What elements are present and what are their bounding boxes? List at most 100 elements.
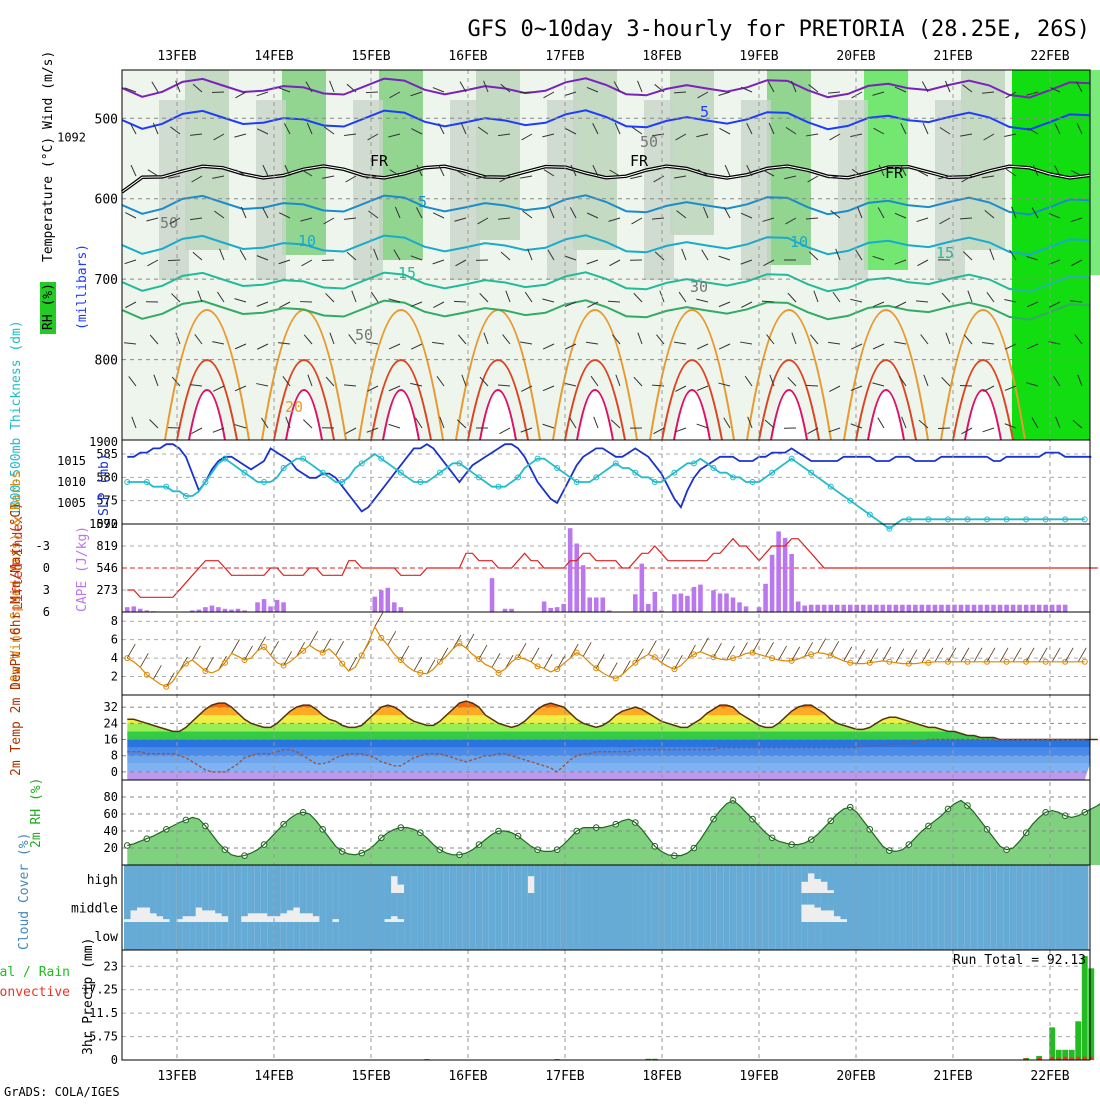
cloud-cell <box>235 865 242 893</box>
cloud-cell <box>945 893 952 922</box>
cloud-cell <box>495 865 502 893</box>
wind-barb <box>479 645 487 659</box>
li-tick: 3 <box>43 583 50 597</box>
temp-band <box>122 772 1090 780</box>
cloud-cell <box>300 865 307 893</box>
wind-barb <box>310 631 318 645</box>
cloud-cell <box>873 893 880 922</box>
cloud-cell <box>899 893 906 922</box>
cloud-cell <box>912 922 919 950</box>
precip-tick: 0 <box>111 1053 118 1067</box>
wind-barb <box>960 385 972 386</box>
cloud-cell <box>964 893 971 922</box>
cloud-cell <box>854 922 861 950</box>
temp-tick: 8 <box>111 749 118 763</box>
cloud-cell <box>990 922 997 950</box>
cloud-cell <box>775 922 782 950</box>
cloud-cell <box>287 922 294 950</box>
wind-barb <box>1013 648 1021 662</box>
rh-legend-label: RH (%) <box>41 283 56 330</box>
cape-bar <box>1037 605 1042 612</box>
cloud-cell <box>528 893 535 922</box>
cloud-cell <box>469 865 476 893</box>
cloud-cell <box>476 865 483 893</box>
cloud-cell <box>586 922 593 950</box>
rh-band <box>547 100 577 280</box>
cloud-cell <box>1075 865 1082 893</box>
cloud-cell <box>1055 865 1062 893</box>
cloud-cell <box>723 922 730 950</box>
cape-bar <box>841 605 846 612</box>
cloud-cell <box>476 893 483 922</box>
cape-bar <box>972 605 977 612</box>
cloud-cell <box>287 865 294 893</box>
cloud-cell <box>547 893 554 922</box>
cloud-cell <box>391 922 398 950</box>
cape-bar <box>900 605 905 612</box>
cloud-cell <box>834 865 841 893</box>
cloud-cell <box>762 893 769 922</box>
cape-bar <box>868 605 873 612</box>
cloud-cell <box>932 922 939 950</box>
cloud-cell <box>665 865 672 893</box>
temp-tick: 16 <box>104 733 118 747</box>
cloud-cell <box>599 865 606 893</box>
cloud-cell <box>235 893 242 922</box>
cloud-cell <box>645 865 652 893</box>
cloud-cell <box>788 893 795 922</box>
cloud-cell <box>762 865 769 893</box>
cloud-cell <box>319 893 326 922</box>
cloud-cell <box>1016 893 1023 922</box>
cloud-cell <box>984 865 991 893</box>
cloud-cell <box>599 893 606 922</box>
cloud-cell <box>280 922 287 950</box>
wind-barb <box>648 640 656 654</box>
cloud-cell <box>639 922 646 950</box>
wind-barb <box>466 634 474 648</box>
wind-barb <box>766 642 774 656</box>
cloud-cell <box>189 865 196 893</box>
date-label-bottom: 21FEB <box>933 1069 972 1084</box>
cape-bar <box>933 605 938 612</box>
wind-barb <box>557 655 565 669</box>
cloud-cell <box>919 922 926 950</box>
cape-bar <box>802 606 807 612</box>
cloud-cell <box>1042 922 1049 950</box>
cloud-cell <box>554 893 561 922</box>
cloud-cell <box>222 893 229 916</box>
cloud-cell <box>912 865 919 893</box>
cloud-cell <box>645 922 652 950</box>
cloud-cell <box>547 865 554 893</box>
cloud-cell <box>586 893 593 922</box>
cloud-cell <box>749 865 756 893</box>
cloud-cell <box>730 922 737 950</box>
cloud-cell <box>378 893 385 922</box>
cape-tick: 273 <box>96 583 118 597</box>
cloud-cell <box>534 865 541 893</box>
contour-label: 5 <box>418 193 427 211</box>
cloud-cell <box>710 865 717 893</box>
cape-bar <box>848 605 853 612</box>
cloud-cell <box>385 865 392 893</box>
cloud-cell <box>821 922 828 950</box>
cape-bar <box>1063 605 1068 612</box>
cape-bar <box>718 593 723 612</box>
cloud-cell <box>743 922 750 950</box>
temp-band <box>122 707 1090 715</box>
cloud-cell <box>606 893 613 922</box>
rh-band <box>185 70 229 250</box>
cloud-cell <box>293 893 300 908</box>
cloud-cell <box>1010 865 1017 893</box>
cloud-cell <box>691 893 698 922</box>
rh-band <box>282 70 326 255</box>
cloud-cell <box>463 865 470 893</box>
wind-barb <box>870 649 878 663</box>
cloud-cell <box>717 922 724 950</box>
cloud-cell <box>860 865 867 893</box>
cloud-cell <box>691 865 698 893</box>
cloud-cell <box>704 865 711 893</box>
cloud-cell <box>593 922 600 950</box>
cloud-cell <box>456 922 463 950</box>
cape-bar <box>939 605 944 612</box>
cloud-cell <box>183 893 190 916</box>
